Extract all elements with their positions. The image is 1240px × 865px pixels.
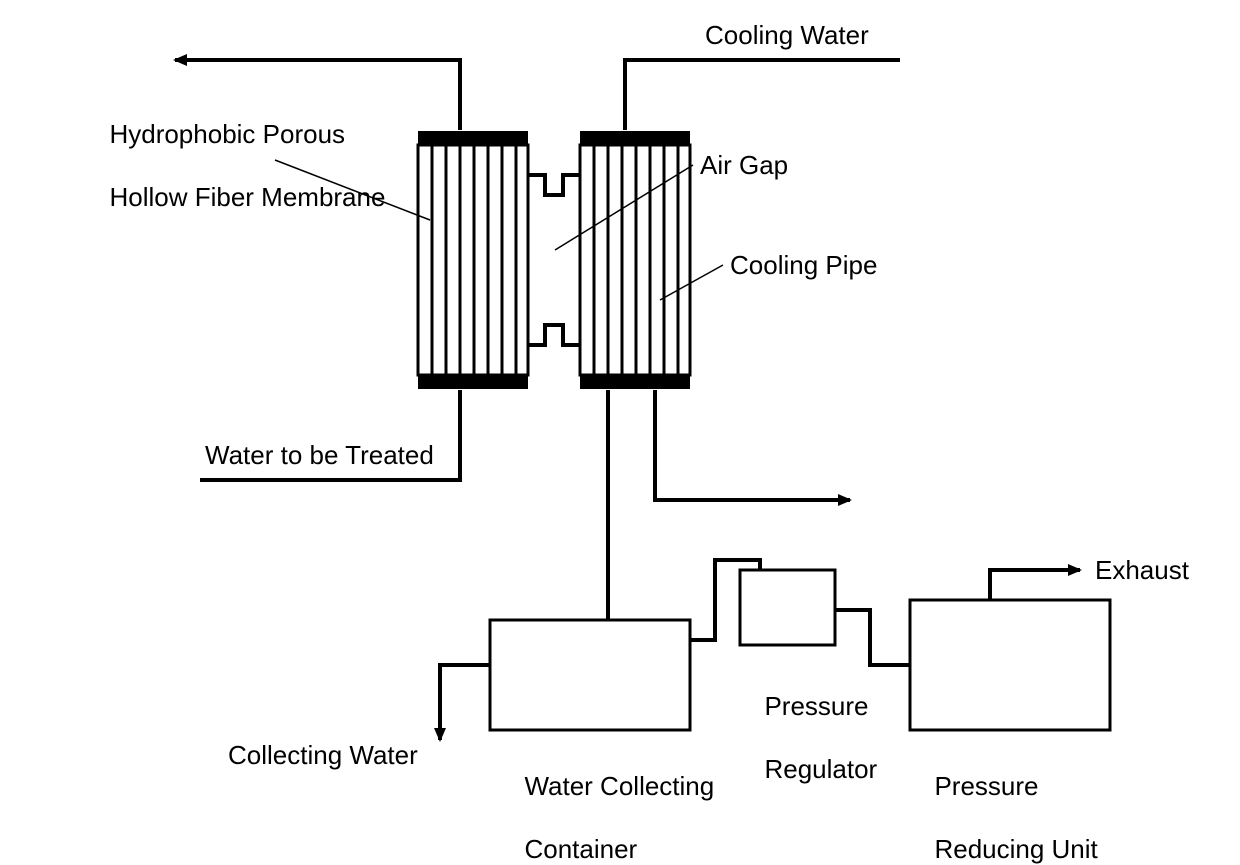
- label-cooling-water: Cooling Water: [705, 20, 869, 51]
- label-pressure-regulator-l2: Regulator: [764, 754, 877, 784]
- collecting-water-line: [440, 665, 490, 740]
- label-membrane-l2: Hollow Fiber Membrane: [109, 182, 385, 212]
- air-gap-bridges: [528, 175, 580, 345]
- label-pressure-reducing-l1: Pressure: [934, 771, 1038, 801]
- label-membrane: Hydrophobic Porous Hollow Fiber Membrane: [95, 88, 385, 213]
- label-pressure-regulator-l1: Pressure: [764, 691, 868, 721]
- label-pressure-reducing: Pressure Reducing Unit: [920, 740, 1098, 865]
- cooling-water-line: [625, 60, 900, 130]
- membrane-column: [418, 131, 528, 389]
- label-membrane-l1: Hydrophobic Porous: [109, 119, 345, 149]
- label-exhaust: Exhaust: [1095, 555, 1189, 586]
- pressure-regulator: [740, 570, 835, 645]
- cooling-pipe-column: [580, 131, 690, 389]
- pressure-reducing-unit: [910, 600, 1110, 730]
- label-cooling-pipe: Cooling Pipe: [730, 250, 877, 281]
- label-water-container-l1: Water Collecting: [524, 771, 714, 801]
- label-air-gap: Air Gap: [700, 150, 788, 181]
- label-water-treated: Water to be Treated: [205, 440, 434, 471]
- label-collecting-water: Collecting Water: [228, 740, 418, 771]
- label-water-container: Water Collecting Container: [510, 740, 714, 865]
- cooling-out-line: [655, 390, 850, 500]
- exhaust-line: [990, 570, 1080, 600]
- regulator-to-reducing-line: [835, 610, 910, 665]
- label-pressure-reducing-l2: Reducing Unit: [934, 834, 1097, 864]
- label-pressure-regulator: Pressure Regulator: [750, 660, 877, 785]
- water-collecting-container: [490, 620, 690, 730]
- label-water-container-l2: Container: [524, 834, 637, 864]
